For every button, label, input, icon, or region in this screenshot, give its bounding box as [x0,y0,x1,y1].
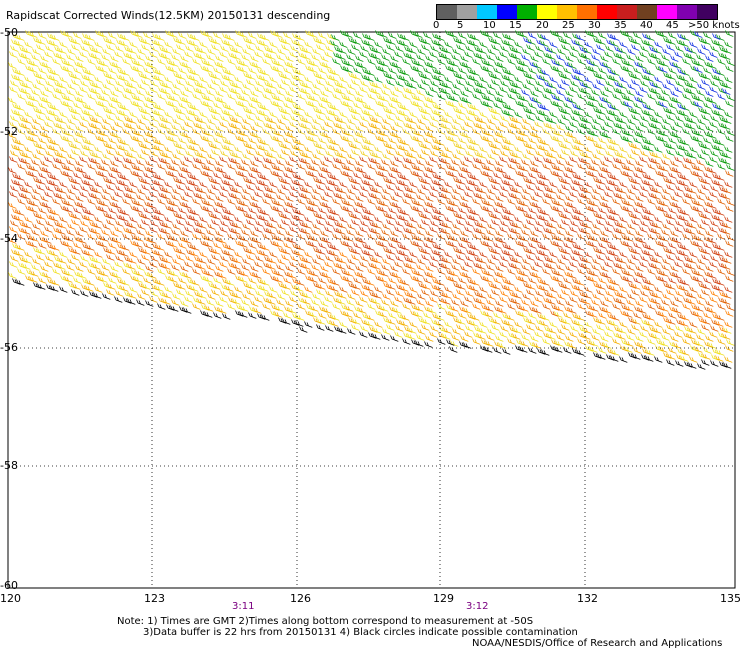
legend-swatch [577,5,597,19]
legend-swatch [497,5,517,19]
legend-label: 15 [509,20,522,31]
wind-barb-group [8,202,734,333]
wind-barb-group [330,30,735,171]
credit-text: NOAA/NESDIS/Office of Research and Appli… [472,638,723,649]
legend-label: 10 [483,20,496,31]
lat-label-54: -54 [0,232,18,245]
wind-barb-group [10,158,735,332]
legend-label: 25 [562,20,575,31]
legend-label: 20 [536,20,549,31]
legend-label: 40 [640,20,653,31]
lon-label-132: 132 [577,592,598,605]
legend-swatch [617,5,637,19]
lon-label-126: 126 [290,592,311,605]
legend-swatch [537,5,557,19]
lat-label-52: -52 [0,125,18,138]
note-line-2: 3)Data buffer is 22 hrs from 20150131 4)… [143,627,578,638]
wind-barb-group [521,31,731,111]
legend-swatch [697,5,717,19]
wind-barb-group [8,116,734,363]
map-frame [7,31,736,589]
lon-label-135: 135 [720,592,740,605]
legend-swatch [677,5,697,19]
legend-swatch [557,5,577,19]
legend-label: >50 knots [688,20,740,31]
legend-swatch [517,5,537,19]
lat-label-58: -58 [0,459,18,472]
legend-label: 5 [457,20,464,31]
time-label-2: 3:12 [466,601,489,612]
wind-barbs [8,30,735,370]
legend-swatch [657,5,677,19]
lon-label-129: 129 [433,592,454,605]
note-line-1: Note: 1) Times are GMT 2)Times along bot… [117,616,534,627]
legend-swatch [457,5,477,19]
wind-barb-group [9,116,671,160]
legend-swatch [437,5,457,19]
legend-swatch [477,5,497,19]
lat-label-56: -56 [0,341,18,354]
legend-label: 35 [614,20,627,31]
lat-label-60: -60 [0,579,18,592]
map-title: Rapidscat Corrected Winds(12.5KM) 201501… [6,9,331,22]
lon-label-120: 120 [0,592,21,605]
legend-swatch [597,5,617,19]
wind-barb-group [12,278,732,370]
legend-label: 45 [666,20,679,31]
legend-swatch [637,5,657,19]
lat-label-50: -50 [0,26,18,39]
legend-label: 0 [433,20,440,31]
time-label-1: 3:11 [232,601,255,612]
wind-speed-legend [436,4,718,20]
wind-barb-group [8,30,735,362]
lon-label-123: 123 [144,592,165,605]
legend-label: 30 [588,20,601,31]
